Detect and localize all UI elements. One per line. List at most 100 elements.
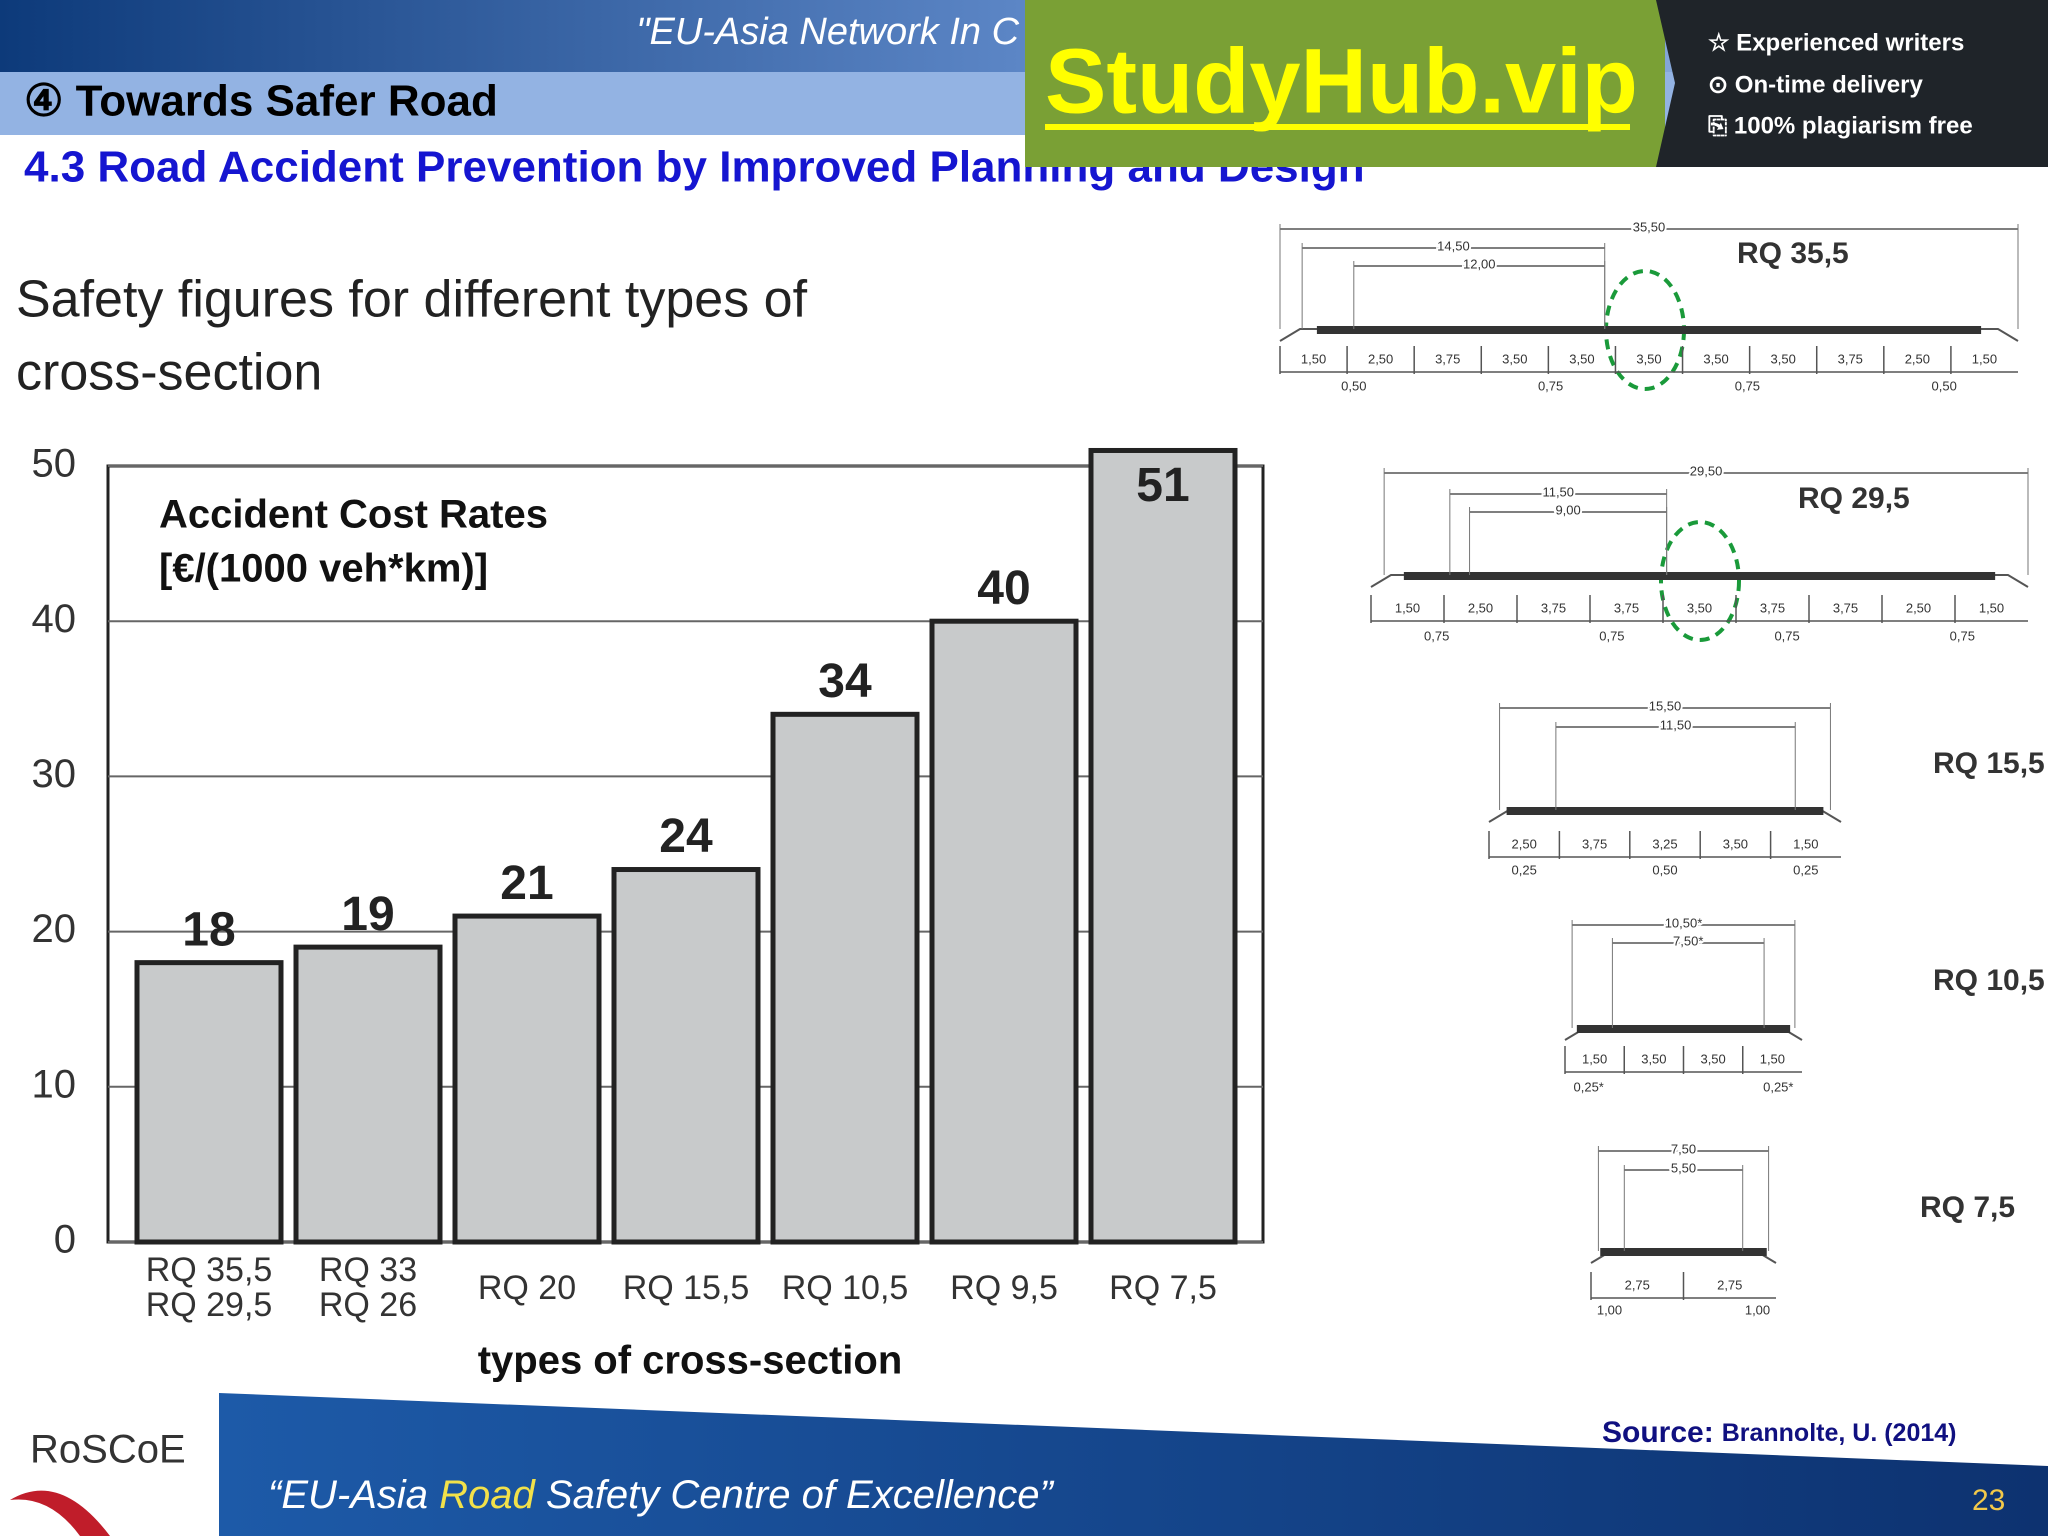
footer-part: Road [439,1473,546,1517]
dim-label: 1,50 [1760,1051,1785,1066]
dim-label: 1,50 [1582,1051,1607,1066]
dim-label: 3,50 [1703,351,1728,366]
dim-label: 3,75 [1838,351,1863,366]
bar [452,913,602,1245]
dim-label: 3,75 [1582,836,1607,851]
value-label: 40 [977,562,1030,615]
bar [770,711,920,1245]
dim-label: 3,25 [1652,836,1677,851]
dim-label: 1,00 [1745,1302,1770,1317]
dim-label: 7,50* [1673,933,1703,948]
dim-label: 11,50 [1542,484,1574,499]
deck [1316,326,1982,334]
dim-label: 29,50 [1690,463,1723,478]
dim-label: 3,75 [1760,600,1785,615]
deck [1403,572,1996,580]
dim-label: 2,50 [1512,836,1537,851]
x-tick-label: RQ 33 [319,1251,417,1289]
inner-label: [€/(1000 veh*km)] [159,547,488,591]
x-tick-label: RQ 7,5 [1109,1269,1217,1307]
dim-label: 3,75 [1614,600,1639,615]
y-tick-label: 20 [32,907,77,951]
dim-label: 0,25 [1512,862,1537,877]
footer-part: “EU-Asia [268,1473,439,1517]
source: Source: Brannolte, U. (2014) [1602,1416,1956,1449]
dim-label: 9,00 [1555,502,1580,517]
dim-label: 1,50 [1395,600,1420,615]
highlight [1659,520,1741,642]
y-tick-label: 40 [32,597,77,641]
dim-label: 35,50 [1633,219,1666,234]
y-tick-label: 30 [32,752,77,796]
dim-label: 2,50 [1468,600,1493,615]
bar [1088,447,1238,1245]
inner-label: Accident Cost Rates [159,493,548,537]
dim-label: 1,00 [1597,1302,1622,1317]
footer-tagline: “EU-Asia Road Safety Centre of Excellenc… [268,1473,1054,1517]
logo-swoosh [10,1490,110,1536]
diagram-title: RQ 7,5 [1920,1191,2015,1224]
dim-label: 0,75 [1599,628,1624,643]
deck [1576,1025,1791,1033]
value-label: 18 [182,903,235,956]
diagram-title: RQ 15,5 [1933,747,2045,780]
value-label: 51 [1136,459,1189,512]
dim-label: 3,50 [1641,1051,1666,1066]
dim-label: 1,50 [1979,600,2004,615]
dim-label: 2,50 [1368,351,1393,366]
dim-label: 3,75 [1833,600,1858,615]
dim-label: 3,75 [1435,351,1460,366]
dim-label: 1,50 [1972,351,1997,366]
chart-title: Safety figures for different types of [16,271,808,329]
logo: RoSCoE [30,1428,186,1472]
ad-green [1025,0,1665,167]
dim-label: 0,25* [1574,1079,1604,1094]
ad-brand: StudyHub.vip [1045,30,1638,132]
dim-label: 15,50 [1649,698,1682,713]
y-tick-label: 0 [54,1218,76,1262]
x-tick-label: RQ 35,5 [146,1251,273,1289]
dim-label: 3,50 [1771,351,1796,366]
dim-label: 14,50 [1437,238,1470,253]
dim-label: 0,25* [1763,1079,1793,1094]
value-label: 21 [500,857,553,910]
dim-label: 5,50 [1671,1160,1696,1175]
bar [611,867,761,1245]
diagram-title: RQ 10,5 [1933,964,2045,997]
dim-label: 2,75 [1717,1277,1742,1292]
dim-label: 7,50 [1671,1141,1696,1156]
value-label: 19 [341,888,394,941]
section-title: ④ Towards Safer Road [24,77,498,126]
header-text: "EU-Asia Network In C [636,11,1020,53]
page-number: 23 [1972,1484,2005,1517]
dim-label: 2,50 [1905,351,1930,366]
ad-underline [1045,124,1630,130]
deck [1506,807,1824,815]
dim-label: 12,00 [1463,256,1496,271]
dim-label: 0,50 [1341,378,1366,393]
diagram-title: RQ 29,5 [1798,482,1910,515]
value-label: 34 [818,655,872,708]
dim-label: 3,50 [1687,600,1712,615]
dim-label: 3,50 [1723,836,1748,851]
dim-label: 3,50 [1636,351,1661,366]
x-tick-label: RQ 10,5 [782,1269,909,1307]
bar [929,618,1079,1245]
ad-feature: ⎘ 100% plagiarism free [1708,112,1973,139]
dim-label: 0,25 [1793,862,1818,877]
dim-label: 3,50 [1569,351,1594,366]
source-label: Source: [1602,1416,1714,1449]
dim-label: 3,50 [1502,351,1527,366]
x-tick-label: RQ 9,5 [950,1269,1058,1307]
deck [1600,1248,1767,1256]
y-tick-label: 50 [32,442,77,486]
dim-label: 0,50 [1932,378,1957,393]
x-tick-label: RQ 20 [478,1269,576,1307]
dim-label: 0,75 [1424,628,1449,643]
source-text: Brannolte, U. (2014) [1722,1419,1957,1447]
footer-band [219,1393,2048,1536]
x-tick-label: RQ 29,5 [146,1286,273,1324]
dim-label: 2,50 [1906,600,1931,615]
